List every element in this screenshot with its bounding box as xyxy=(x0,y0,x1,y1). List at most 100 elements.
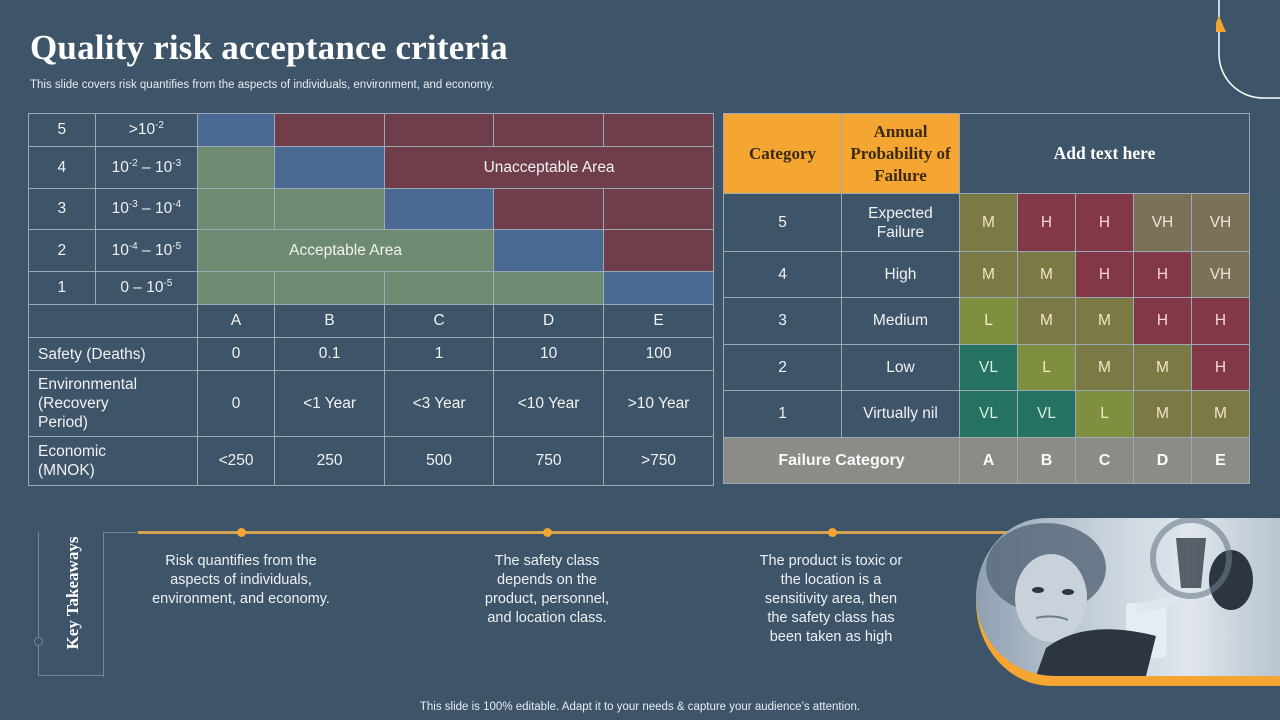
probability-cell: Low xyxy=(841,344,960,391)
level-cell: VL xyxy=(959,344,1018,391)
matrix-cell-green xyxy=(274,188,386,230)
probability-cell: Medium xyxy=(841,297,960,345)
level-cell: M xyxy=(1133,344,1192,391)
level-cell: M xyxy=(1017,251,1076,298)
failure-row-3: 3 Medium L M M H H xyxy=(723,297,1250,345)
consequence-value: 1 xyxy=(384,337,495,371)
category-cell: 1 xyxy=(28,271,96,305)
probability-cell: High xyxy=(841,251,960,298)
failure-probability-matrix: Category Annual Probability of Failure A… xyxy=(723,113,1250,484)
bracket-circle-icon xyxy=(34,637,43,646)
probability-cell: 10-2 – 10-3 xyxy=(94,146,199,189)
consequence-value: 0 xyxy=(197,370,276,437)
arrow-curve-decoration-icon xyxy=(1216,0,1280,99)
failure-category-column: A xyxy=(959,437,1018,484)
consequence-value: <250 xyxy=(197,436,276,486)
placeholder-header: Add text here xyxy=(959,113,1250,194)
takeaways-bracket-line xyxy=(103,532,137,677)
category-cell: 4 xyxy=(723,251,842,298)
consequence-value: 250 xyxy=(274,436,386,486)
level-cell: VL xyxy=(1017,390,1076,438)
column-header: A xyxy=(197,304,276,338)
category-header: Category xyxy=(723,113,842,194)
consequence-label: Environmental (Recovery Period) xyxy=(27,370,199,437)
probability-cell: 10-4 – 10-5 xyxy=(94,229,199,272)
takeaway-item: The product is toxic or the location is … xyxy=(759,553,903,645)
matrix-cell-green xyxy=(274,271,386,305)
consequence-value: 0.1 xyxy=(274,337,386,371)
level-cell: H xyxy=(1191,297,1250,345)
failure-row-1: 1 Virtually nil VL VL L M M xyxy=(723,390,1250,438)
level-cell: M xyxy=(1075,297,1134,345)
category-cell: 5 xyxy=(28,113,96,147)
category-cell: 2 xyxy=(28,229,96,272)
consequence-value: 100 xyxy=(603,337,715,371)
matrix-cell-blue xyxy=(274,146,386,189)
category-cell: 3 xyxy=(28,188,96,230)
footer-note: This slide is 100% editable. Adapt it to… xyxy=(419,701,861,713)
consequence-value: <1 Year xyxy=(274,370,386,437)
level-cell: VH xyxy=(1191,251,1250,298)
matrix-cell-blue xyxy=(197,113,276,147)
consequence-row-safety: Safety (Deaths) 0 0.1 1 10 100 xyxy=(27,337,715,371)
unacceptable-area-label: Unacceptable Area xyxy=(384,146,715,189)
timeline-dot-icon xyxy=(237,528,246,537)
acceptable-area-label: Acceptable Area xyxy=(197,229,495,272)
probability-cell: 0 – 10-5 xyxy=(94,271,199,305)
level-cell: M xyxy=(959,251,1018,298)
failure-category-label: Failure Category xyxy=(723,437,960,484)
matrix-row-2: 2 10-4 – 10-5 Acceptable Area xyxy=(28,229,715,272)
column-header: C xyxy=(384,304,495,338)
risk-acceptance-matrix: 5 >10-2 4 10-2 – 10-3 Unacceptable Area … xyxy=(27,113,715,486)
failure-category-column: D xyxy=(1133,437,1192,484)
lab-scientist-image xyxy=(976,518,1280,676)
level-cell: L xyxy=(1017,344,1076,391)
probability-header: Annual Probability of Failure xyxy=(841,113,960,194)
page-subtitle: This slide covers risk quantifies from t… xyxy=(30,79,495,91)
timeline-dot-icon xyxy=(828,528,837,537)
category-cell: 5 xyxy=(723,193,842,252)
matrix-cell-green xyxy=(384,271,495,305)
matrix-cell-red xyxy=(493,188,605,230)
level-cell: VH xyxy=(1133,193,1192,252)
category-cell: 2 xyxy=(723,344,842,391)
failure-category-column: C xyxy=(1075,437,1134,484)
takeaway-item: The safety class depends on the product,… xyxy=(484,553,610,626)
level-cell: H xyxy=(1191,344,1250,391)
category-cell: 3 xyxy=(723,297,842,345)
takeaways-bracket-line xyxy=(38,532,104,676)
level-cell: M xyxy=(1191,390,1250,438)
failure-category-column: E xyxy=(1191,437,1250,484)
timeline-dot-icon xyxy=(543,528,552,537)
level-cell: VL xyxy=(959,390,1018,438)
level-cell: H xyxy=(1017,193,1076,252)
probability-cell: 10-3 – 10-4 xyxy=(94,188,199,230)
matrix-row-1: 1 0 – 10-5 xyxy=(28,271,715,305)
consequence-value: 750 xyxy=(493,436,605,486)
empty-header-cell xyxy=(27,304,199,338)
probability-cell: Expected Failure xyxy=(841,193,960,252)
matrix-cell-red xyxy=(274,113,386,147)
level-cell: VH xyxy=(1191,193,1250,252)
matrix-cell-blue xyxy=(384,188,495,230)
matrix-cell-red xyxy=(384,113,495,147)
level-cell: M xyxy=(1133,390,1192,438)
failure-row-2: 2 Low VL L M M H xyxy=(723,344,1250,391)
consequence-value: >10 Year xyxy=(603,370,715,437)
consequence-row-environmental: Environmental (Recovery Period) 0 <1 Yea… xyxy=(27,370,715,437)
takeaway-item: Risk quantifies from the aspects of indi… xyxy=(152,553,330,607)
level-cell: M xyxy=(959,193,1018,252)
failure-row-5: 5 Expected Failure M H H VH VH xyxy=(723,193,1250,252)
consequence-value: 10 xyxy=(493,337,605,371)
consequence-value: >750 xyxy=(603,436,715,486)
key-takeaways-label: Key Takeaways xyxy=(63,536,82,650)
level-cell: H xyxy=(1075,251,1134,298)
matrix-cell-red xyxy=(603,229,715,272)
matrix-cell-red xyxy=(493,113,605,147)
consequence-value: <3 Year xyxy=(384,370,495,437)
category-cell: 1 xyxy=(723,390,842,438)
consequence-label: Economic (MNOK) xyxy=(27,436,199,486)
column-header-row: A B C D E xyxy=(27,304,715,338)
matrix-row-5: 5 >10-2 xyxy=(28,113,715,147)
matrix-cell-green xyxy=(197,188,276,230)
